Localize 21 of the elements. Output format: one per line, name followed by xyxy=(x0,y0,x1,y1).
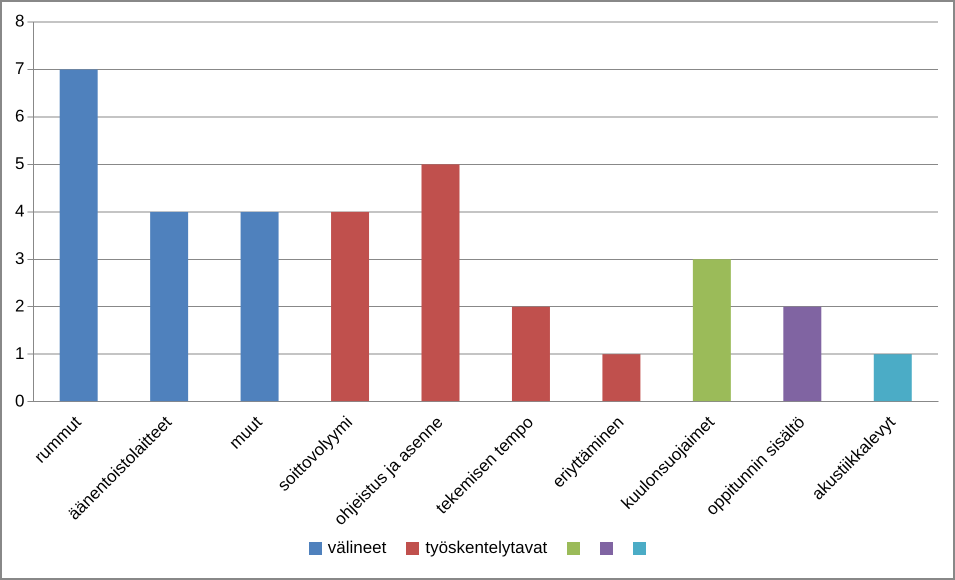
y-tick-label: 5 xyxy=(14,154,24,174)
y-tick-label: 6 xyxy=(14,106,24,126)
y-tick-label: 3 xyxy=(14,248,24,268)
y-tick-label: 2 xyxy=(14,296,24,316)
bar xyxy=(602,354,640,402)
y-tick-label: 0 xyxy=(14,391,24,410)
y-tick-label: 8 xyxy=(14,12,24,31)
bar xyxy=(692,259,731,402)
legend-label: välineet xyxy=(328,538,386,558)
bar xyxy=(150,212,188,402)
bar xyxy=(240,212,279,402)
y-tick-label: 1 xyxy=(14,344,24,363)
bar xyxy=(422,164,460,402)
legend-label: työskentelytavat xyxy=(425,538,548,558)
y-tick-label: 7 xyxy=(14,59,24,78)
bar xyxy=(783,306,822,402)
bar xyxy=(60,69,98,402)
bar xyxy=(331,212,370,402)
bar xyxy=(512,306,550,402)
bar xyxy=(874,354,912,402)
y-tick-label: 4 xyxy=(14,202,24,221)
